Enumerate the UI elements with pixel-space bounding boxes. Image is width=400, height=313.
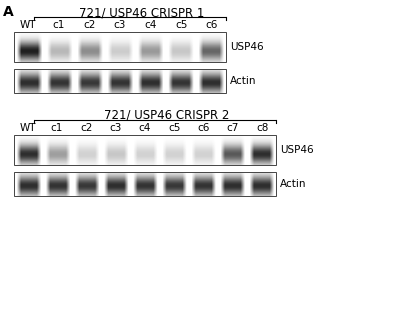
Text: USP46: USP46 <box>280 145 314 155</box>
Bar <box>14 172 276 196</box>
Text: c5: c5 <box>168 123 180 133</box>
Text: c2: c2 <box>83 20 96 30</box>
Text: Actin: Actin <box>280 179 306 189</box>
Text: c6: c6 <box>198 123 210 133</box>
Bar <box>14 69 226 93</box>
Text: 721/ USP46 CRISPR 1: 721/ USP46 CRISPR 1 <box>79 6 205 19</box>
Text: c5: c5 <box>175 20 187 30</box>
Text: c3: c3 <box>114 20 126 30</box>
Text: USP46: USP46 <box>230 42 264 52</box>
Text: c3: c3 <box>110 123 122 133</box>
Text: c4: c4 <box>139 123 151 133</box>
Text: WT: WT <box>20 20 36 30</box>
Text: c8: c8 <box>256 123 268 133</box>
Text: c1: c1 <box>51 123 63 133</box>
Text: A: A <box>3 5 14 19</box>
Text: c7: c7 <box>227 123 239 133</box>
Text: c2: c2 <box>80 123 92 133</box>
Text: c6: c6 <box>206 20 218 30</box>
Text: c1: c1 <box>53 20 65 30</box>
Bar <box>14 32 226 62</box>
Text: Actin: Actin <box>230 76 256 86</box>
Bar <box>14 135 276 165</box>
Text: 721/ USP46 CRISPR 2: 721/ USP46 CRISPR 2 <box>104 109 230 122</box>
Text: WT: WT <box>20 123 36 133</box>
Text: c4: c4 <box>144 20 157 30</box>
